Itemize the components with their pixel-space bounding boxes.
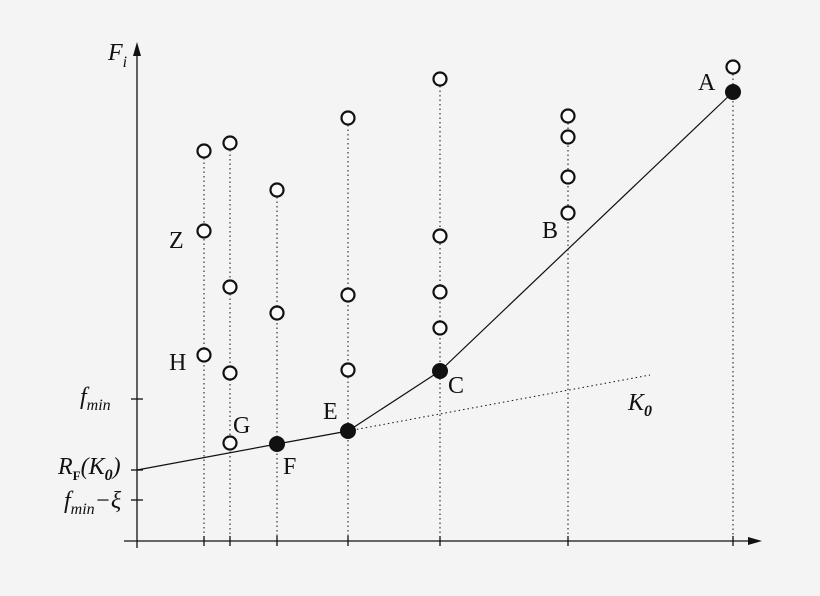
- open-point: [196, 223, 212, 239]
- open-point: [222, 279, 238, 295]
- point-label-e: E: [323, 399, 338, 425]
- open-point: [560, 108, 576, 124]
- open-point: [196, 143, 212, 159]
- hull-point-f: [269, 436, 285, 452]
- x-axis-arrow: [748, 537, 762, 545]
- open-point: [432, 71, 448, 87]
- point-label-h: H: [169, 350, 186, 376]
- open-point: [560, 205, 576, 221]
- k0-line: [347, 374, 651, 432]
- open-point: [222, 435, 238, 451]
- y-axis-label: Fi: [107, 40, 127, 71]
- fmin-xi-label: fmin−ξ: [64, 488, 122, 518]
- axes: [124, 42, 762, 548]
- open-point: [340, 287, 356, 303]
- hull-point-c: [432, 363, 448, 379]
- open-point: [222, 135, 238, 151]
- open-point: [432, 228, 448, 244]
- fmin-label: fmin: [80, 384, 111, 414]
- point-label-z: Z: [169, 228, 184, 254]
- open-point: [432, 320, 448, 336]
- open-point: [432, 284, 448, 300]
- point-labels: A B C E F G H Z: [169, 70, 716, 480]
- open-point: [269, 182, 285, 198]
- vertical-guides: [203, 74, 734, 541]
- open-point: [269, 305, 285, 321]
- open-point: [340, 110, 356, 126]
- point-label-c: C: [448, 373, 464, 399]
- k0-label: K0: [627, 390, 652, 420]
- open-point: [222, 365, 238, 381]
- open-point: [560, 129, 576, 145]
- point-label-g: G: [233, 413, 250, 439]
- point-label-a: A: [698, 70, 716, 96]
- solid-points: [269, 84, 741, 452]
- open-point: [340, 362, 356, 378]
- open-point: [725, 59, 741, 75]
- hull-point-e: [340, 423, 356, 439]
- open-points: [196, 59, 741, 451]
- point-label-f: F: [283, 454, 296, 480]
- y-axis-arrow: [133, 42, 141, 56]
- open-point: [560, 169, 576, 185]
- open-point: [196, 347, 212, 363]
- rf-k0-label: RF(K0): [57, 454, 121, 484]
- hull-point-a: [725, 84, 741, 100]
- point-label-b: B: [542, 218, 558, 244]
